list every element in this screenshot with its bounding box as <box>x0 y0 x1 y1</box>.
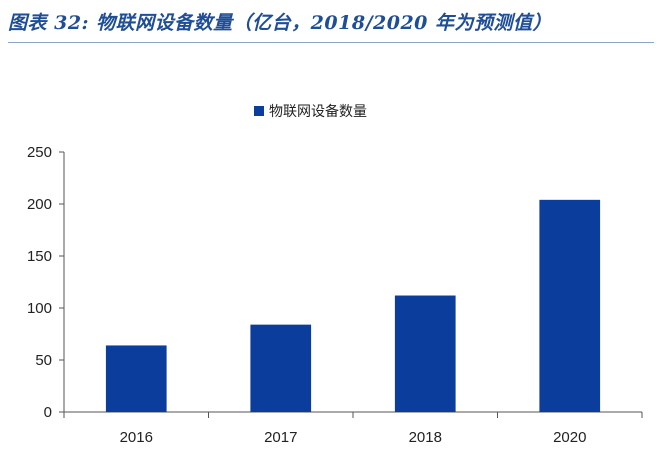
figure-title: 图表 32: 物联网设备数量（亿台，2018/2020 年为预测值） <box>8 12 553 34</box>
bar-2017 <box>250 324 312 412</box>
bar-2018 <box>394 295 456 412</box>
y-tick-label: 0 <box>44 404 52 421</box>
bar-2016 <box>105 345 167 412</box>
x-tick-label: 2016 <box>120 429 153 446</box>
x-tick-label: 2020 <box>553 429 586 446</box>
y-axis: 0 50 100 150 200 250 <box>27 144 65 421</box>
x-tick-label: 2017 <box>264 429 297 446</box>
bars <box>105 199 601 412</box>
title-divider <box>8 42 654 43</box>
y-tick-label: 50 <box>35 352 52 369</box>
y-tick-label: 250 <box>27 144 52 161</box>
legend-label: 物联网设备数量 <box>269 103 367 120</box>
x-tick-label: 2018 <box>409 429 442 446</box>
legend-swatch <box>254 106 264 116</box>
y-tick-label: 200 <box>27 196 52 213</box>
y-tick-label: 150 <box>27 248 52 265</box>
bar-2020 <box>539 199 601 412</box>
legend: 物联网设备数量 <box>254 103 367 120</box>
y-tick-label: 100 <box>27 300 52 317</box>
x-axis: 2016 2017 2018 2020 <box>63 411 643 446</box>
